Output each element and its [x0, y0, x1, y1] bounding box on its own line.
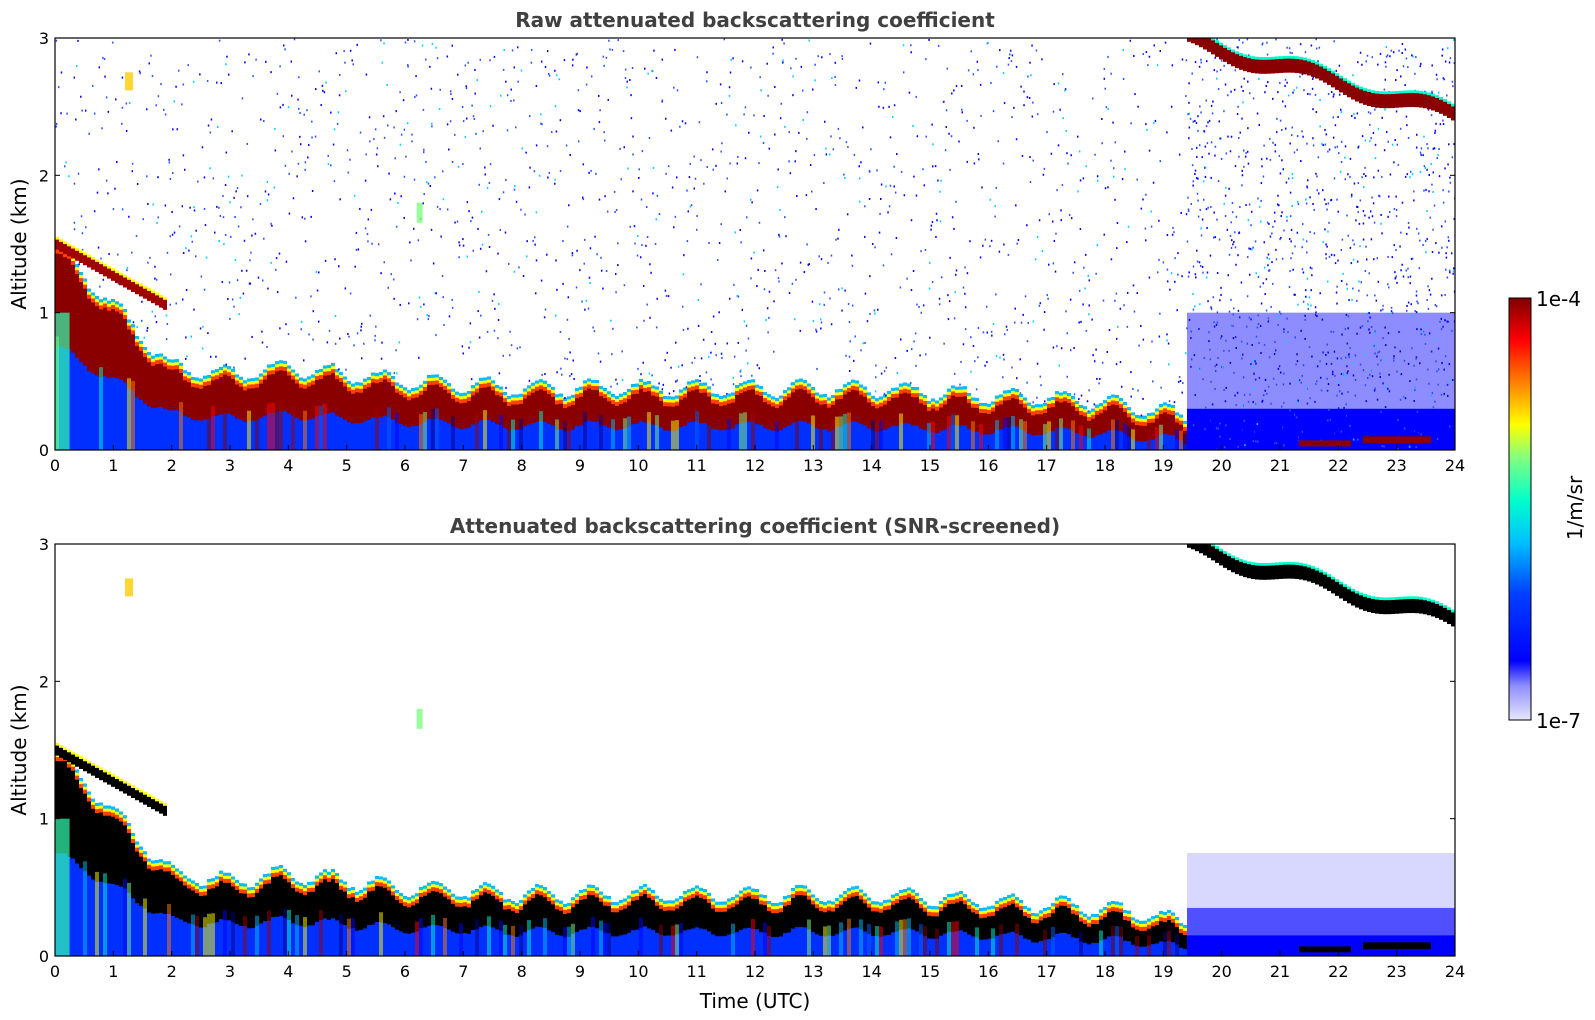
colorbar-gradient	[1508, 297, 1532, 721]
panel-raw-ytick-label: 1	[39, 304, 49, 323]
panel-raw-xtick-label: 22	[1328, 456, 1348, 475]
panel-screened-xtick-label: 18	[1095, 962, 1115, 981]
panel-raw-xtick-label: 21	[1270, 456, 1290, 475]
panel-raw-xtick-label: 12	[745, 456, 765, 475]
panel-raw-xtick-label: 24	[1445, 456, 1465, 475]
panel-screened-xtick-label: 4	[283, 962, 293, 981]
panel-screened-xtick-label: 13	[803, 962, 823, 981]
panel-raw-xtick-label: 18	[1095, 456, 1115, 475]
panel-screened-xtick-label: 6	[400, 962, 410, 981]
panel-screened-xtick-label: 8	[517, 962, 527, 981]
panel-raw-ylabel: Altitude (km)	[7, 178, 31, 309]
panel-screened-xtick-label: 22	[1328, 962, 1348, 981]
panel-screened-xtick-label: 14	[861, 962, 881, 981]
panel-raw-xtick-label: 3	[225, 456, 235, 475]
panel-raw-xtick-label: 1	[108, 456, 118, 475]
panel-screened-ytick-label: 3	[39, 535, 49, 554]
panel-screened-ytick-label: 1	[39, 810, 49, 829]
panel-screened-plot-area	[55, 544, 1455, 956]
panel-screened: Attenuated backscattering coefficient (S…	[7, 514, 1465, 1013]
panel-screened-xtick-label: 19	[1153, 962, 1173, 981]
panel-raw-ytick-label: 0	[39, 441, 49, 460]
colorbar-min-label: 1e-7	[1536, 709, 1581, 733]
panel-screened-xtick-label: 12	[745, 962, 765, 981]
panel-screened-xtick-label: 7	[458, 962, 468, 981]
panel-screened-xtick-label: 16	[978, 962, 998, 981]
panel-raw-xtick-label: 8	[517, 456, 527, 475]
panel-raw-plot-area	[55, 38, 1455, 450]
panel-screened-xtick-label: 9	[575, 962, 585, 981]
panel-screened-xtick-label: 1	[108, 962, 118, 981]
panel-raw-xtick-label: 9	[575, 456, 585, 475]
panel-raw-xtick-label: 0	[50, 456, 60, 475]
panel-raw-xtick-label: 13	[803, 456, 823, 475]
panel-raw-xtick-label: 17	[1036, 456, 1056, 475]
panel-raw-xtick-label: 16	[978, 456, 998, 475]
panel-raw-ytick-label: 2	[39, 166, 49, 185]
panel-raw-xtick-label: 5	[342, 456, 352, 475]
panel-raw-xtick-label: 14	[861, 456, 881, 475]
colorbar-unit-label: 1/m/sr	[1563, 475, 1587, 540]
panel-screened-xtick-label: 2	[167, 962, 177, 981]
panel-screened-xtick-label: 0	[50, 962, 60, 981]
panel-screened-xtick-label: 3	[225, 962, 235, 981]
panel-screened-xtick-label: 11	[686, 962, 706, 981]
panel-raw-xtick-label: 11	[686, 456, 706, 475]
panel-screened-xtick-label: 15	[920, 962, 940, 981]
panel-raw: Raw attenuated backscattering coefficien…	[7, 8, 1465, 475]
panel-raw-xtick-label: 4	[283, 456, 293, 475]
panel-raw-ytick-label: 3	[39, 29, 49, 48]
panel-raw-xtick-label: 23	[1386, 456, 1406, 475]
panel-raw-xtick-label: 10	[628, 456, 648, 475]
colorbar-max-label: 1e-4	[1536, 287, 1581, 311]
panel-screened-xtick-label: 10	[628, 962, 648, 981]
panel-screened-ylabel: Altitude (km)	[7, 684, 31, 815]
panel-raw-xtick-label: 20	[1211, 456, 1231, 475]
panel-raw-xtick-label: 19	[1153, 456, 1173, 475]
panel-screened-xtick-label: 24	[1445, 962, 1465, 981]
colorbar: 1e-4 1e-7 1/m/sr	[1508, 287, 1587, 733]
panel-raw-title: Raw attenuated backscattering coefficien…	[515, 8, 995, 32]
panel-raw-xtick-label: 15	[920, 456, 940, 475]
panel-screened-xtick-label: 17	[1036, 962, 1056, 981]
panel-raw-xtick-label: 7	[458, 456, 468, 475]
panel-screened-title: Attenuated backscattering coefficient (S…	[450, 514, 1060, 538]
panel-screened-xtick-label: 5	[342, 962, 352, 981]
panel-screened-xtick-label: 23	[1386, 962, 1406, 981]
panel-raw-xtick-label: 2	[167, 456, 177, 475]
panel-screened-xtick-label: 20	[1211, 962, 1231, 981]
panel-screened-ytick-label: 0	[39, 947, 49, 966]
panel-raw-xtick-label: 6	[400, 456, 410, 475]
panel-screened-xtick-label: 21	[1270, 962, 1290, 981]
x-axis-label: Time (UTC)	[699, 989, 811, 1013]
panel-screened-ytick-label: 2	[39, 672, 49, 691]
